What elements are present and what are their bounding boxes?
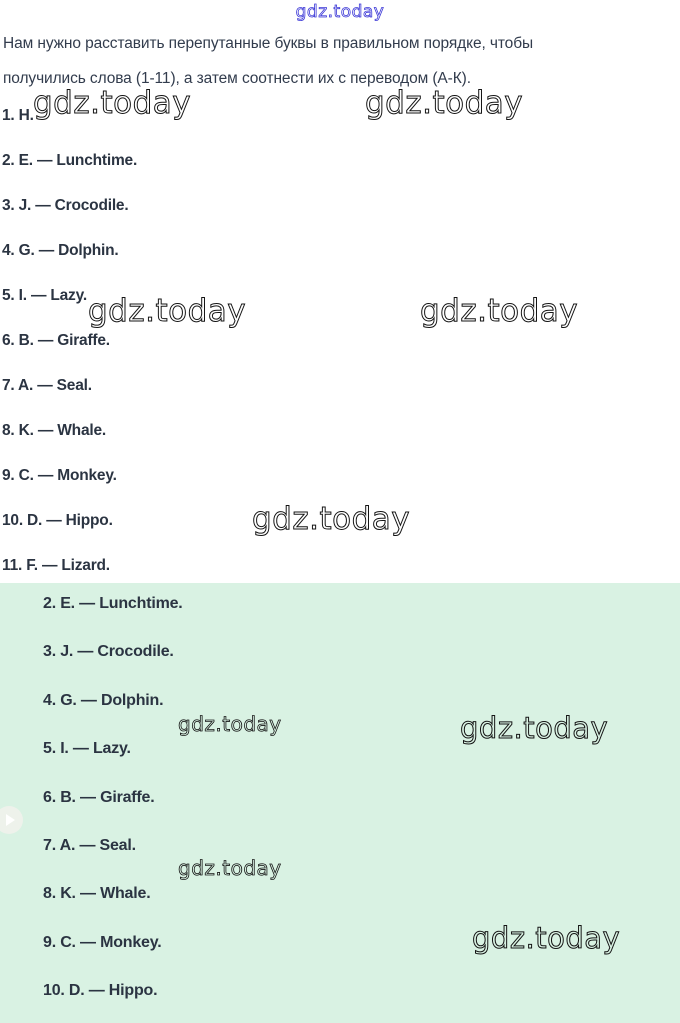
list-item: 6. B. — Giraffe. <box>2 332 110 349</box>
watermark: gdz.today <box>364 85 524 122</box>
watermark: gdz.today <box>251 501 411 538</box>
watermark: gdz.today <box>459 711 609 746</box>
watermark: gdz.today <box>32 85 192 122</box>
play-button[interactable] <box>0 806 23 834</box>
list-item: 3. J. — Crocodile. <box>2 197 129 214</box>
site-link[interactable]: gdz.today <box>295 2 385 23</box>
list-item: 9. C. — Monkey. <box>2 467 117 484</box>
play-icon <box>6 814 15 826</box>
list-item: 4. G. — Dolphin. <box>43 691 164 709</box>
list-item: 7. A. — Seal. <box>2 377 92 394</box>
watermark: gdz.today <box>471 921 621 956</box>
task-description-line1: Нам нужно расставить перепутанные буквы … <box>3 35 534 52</box>
list-item: 5. I. — Lazy. <box>43 740 131 758</box>
list-item: 9. C. — Monkey. <box>43 933 162 951</box>
answer-card: 2. E. — Lunchtime. 3. J. — Crocodile. 4. G… <box>0 583 680 1023</box>
watermark: gdz.today <box>178 856 282 881</box>
list-item: 1. H. <box>2 107 34 124</box>
list-item: 10. D. — Hippo. <box>2 512 113 529</box>
list-item: 2. E. — Lunchtime. <box>2 152 138 169</box>
list-item: 10. D. — Hippo. <box>43 982 158 1000</box>
list-item: 11. F. — Lizard. <box>2 557 110 574</box>
task-description: Нам нужно расставить перепутанные буквы … <box>3 26 533 96</box>
list-item: 3. J. — Crocodile. <box>43 643 174 661</box>
task-description-line2: получились слова (1-11), а затем соотнес… <box>3 70 471 87</box>
watermark: gdz.today <box>419 293 579 330</box>
list-item: 6. B. — Giraffe. <box>43 788 155 806</box>
list-item: 5. I. — Lazy. <box>2 287 87 304</box>
answers-list: 1. H. 2. E. — Lunchtime. 3. J. — Crocodile… <box>2 107 137 602</box>
list-item: 8. K. — Whale. <box>2 422 106 439</box>
answer-card-list: 2. E. — Lunchtime. 3. J. — Crocodile. 4. G… <box>0 583 680 1023</box>
watermark: gdz.today <box>87 293 247 330</box>
watermark: gdz.today <box>178 712 282 737</box>
list-item: 7. A. — Seal. <box>43 836 136 854</box>
list-item: 4. G. — Dolphin. <box>2 242 119 259</box>
list-item: 8. K. — Whale. <box>43 885 151 903</box>
list-item: 2. E. — Lunchtime. <box>43 595 183 612</box>
